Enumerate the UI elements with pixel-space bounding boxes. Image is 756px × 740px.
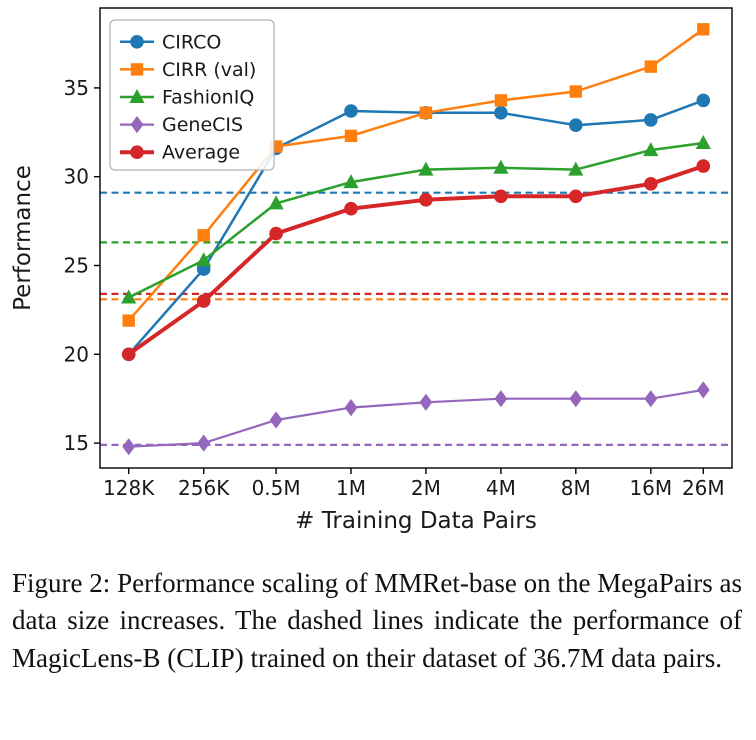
series-fashioniq <box>121 135 711 304</box>
legend-item-genecis: GeneCIS <box>120 114 243 136</box>
legend-label: GeneCIS <box>162 114 243 136</box>
x-axis-label: # Training Data Pairs <box>295 508 537 534</box>
x-tick-label: 1M <box>336 476 366 500</box>
legend-label: Average <box>162 142 240 164</box>
legend-box <box>109 19 275 171</box>
legend-item-circo: CIRCO <box>120 31 221 53</box>
y-tick-label: 35 <box>64 76 89 100</box>
x-tick-label: 0.5M <box>252 476 301 500</box>
legend-item-cirr-(val): CIRR (val) <box>120 59 256 81</box>
performance-chart: 15 20 25 30 35 128K 256K 0.5M 1M 2M 4M 8M 16M 26M # Tr… <box>10 7 733 534</box>
figure-caption: Figure 2: Performance scaling of MMRet-b… <box>12 568 742 673</box>
y-axis-label: Performance <box>10 165 36 311</box>
y-tick-label: 25 <box>64 254 89 278</box>
y-tick-label: 15 <box>64 431 89 455</box>
legend-label: FashionIQ <box>162 87 254 109</box>
legend-label: CIRR (val) <box>162 59 256 81</box>
series-cirr-(val) <box>122 23 710 327</box>
legend-item-fashioniq: FashionIQ <box>120 87 254 109</box>
series-average <box>121 159 711 362</box>
x-tick-label: 26M <box>682 476 725 500</box>
x-tick-label: 256K <box>178 476 230 500</box>
legend-label: CIRCO <box>162 31 221 53</box>
x-tick-label: 128K <box>103 476 155 500</box>
y-tick-label: 20 <box>64 342 89 366</box>
legend: CIRCO CIRR (val) FashionIQ GeneCIS Average <box>109 19 275 171</box>
y-tick-label: 30 <box>64 165 89 189</box>
baselines <box>100 191 732 446</box>
legend-item-average: Average <box>120 142 240 164</box>
x-tick-label: 8M <box>561 476 591 500</box>
axes: 15 20 25 30 35 128K 256K 0.5M 1M 2M 4M 8M 16M 26M # Tr… <box>10 7 733 534</box>
x-tick-label: 16M <box>629 476 672 500</box>
x-tick-label: 2M <box>411 476 441 500</box>
series-genecis <box>122 381 710 456</box>
x-tick-label: 4M <box>486 476 516 500</box>
